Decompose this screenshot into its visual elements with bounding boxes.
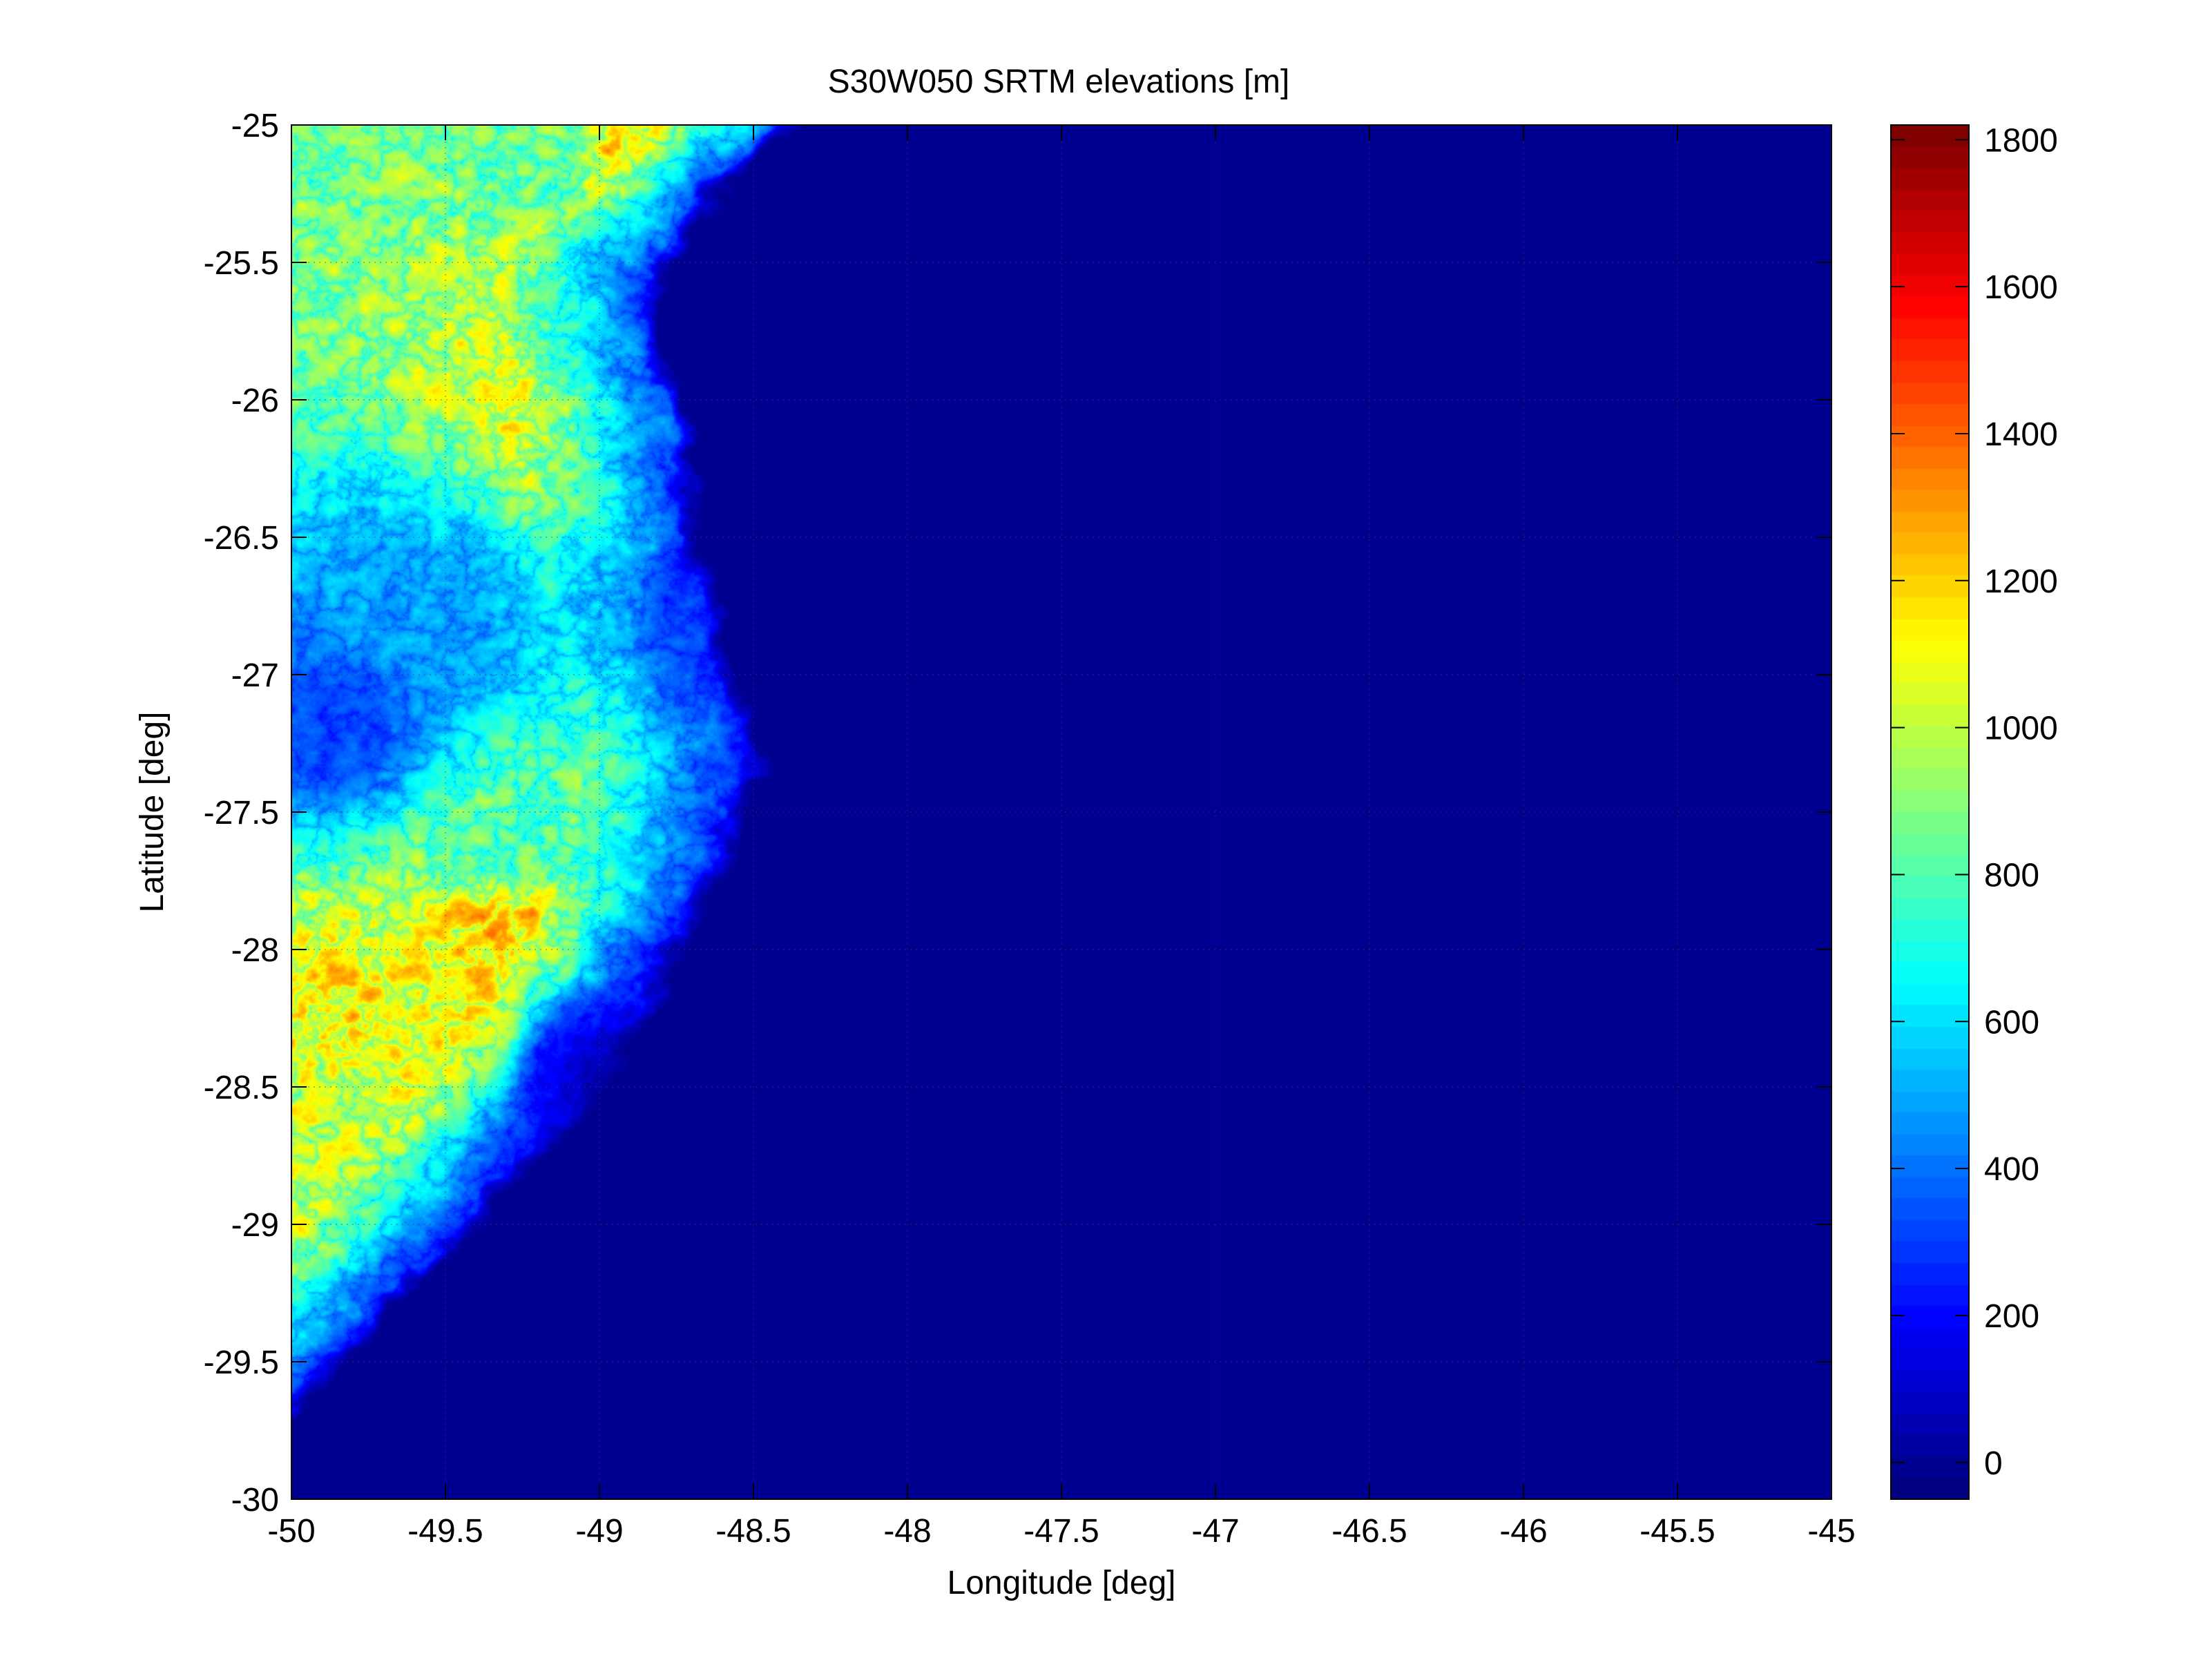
- colorbar-frame: [1890, 124, 1970, 1500]
- colorbar-tick-label: 400: [1984, 1151, 2039, 1188]
- colorbar: [1891, 125, 1969, 1499]
- y-tick-label: -26: [231, 383, 279, 419]
- x-tick-label: -50: [267, 1513, 315, 1550]
- x-tick-label: -45: [1807, 1513, 1855, 1550]
- colorbar-tick-label: 1800: [1984, 122, 2058, 159]
- y-axis-label: Latitude [deg]: [134, 712, 171, 913]
- axes: -50 -49.5 -49 -48.5 -48 -47.5 -47 -46.5 -46 -45.5…: [204, 108, 1856, 1550]
- colorbar-tick-label: 0: [1984, 1445, 2003, 1482]
- y-tick-label: -28: [231, 932, 279, 969]
- x-tick-label: -47: [1191, 1513, 1239, 1550]
- y-tick-label: -29.5: [204, 1344, 279, 1381]
- x-tick-label: -48.5: [715, 1513, 791, 1550]
- elevation-heatmap: [291, 125, 1831, 1499]
- y-tick-label: -28.5: [204, 1070, 279, 1106]
- x-tick-label: -46: [1499, 1513, 1547, 1550]
- colorbar-container: [1891, 125, 1969, 1499]
- colorbar-tick-label: 600: [1984, 1004, 2039, 1041]
- y-tick-label: -27: [231, 657, 279, 694]
- heatmap-container: [291, 125, 1831, 1499]
- y-tick-label: -29: [231, 1207, 279, 1244]
- colorbar-axis: 0 200 400 600 800 1000 1200 1400 1600 1800: [1890, 122, 2058, 1500]
- x-tick-label: -46.5: [1331, 1513, 1407, 1550]
- chart-title: S30W050 SRTM elevations [m]: [828, 64, 1290, 100]
- y-tick-label: -25: [231, 108, 279, 144]
- colorbar-tick-label: 800: [1984, 857, 2039, 894]
- x-tick-label: -49: [575, 1513, 623, 1550]
- x-tick-label: -47.5: [1023, 1513, 1099, 1550]
- y-tick-label: -27.5: [204, 795, 279, 831]
- x-tick-label: -45.5: [1639, 1513, 1715, 1550]
- colorbar-tick-label: 1600: [1984, 269, 2058, 306]
- colorbar-tick-label: 1400: [1984, 416, 2058, 453]
- x-tick-label: -49.5: [407, 1513, 483, 1550]
- colorbar-tick-label: 1200: [1984, 563, 2058, 600]
- y-tick-label: -25.5: [204, 245, 279, 282]
- y-tick-label: -26.5: [204, 520, 279, 557]
- y-tick-label: -30: [231, 1482, 279, 1519]
- colorbar-tick-label: 200: [1984, 1298, 2039, 1335]
- x-axis-label: Longitude [deg]: [948, 1565, 1176, 1601]
- x-tick-label: -48: [883, 1513, 931, 1550]
- colorbar-tick-label: 1000: [1984, 711, 2058, 747]
